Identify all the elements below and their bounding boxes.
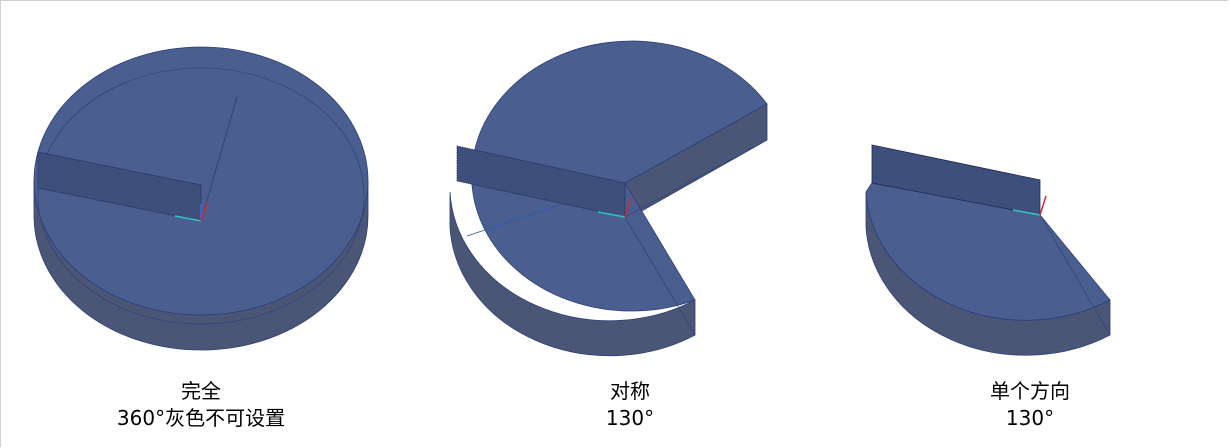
- full-rim-line: [37, 67, 365, 325]
- symmetric-seam-b: [624, 216, 696, 336]
- full-sketch-profile: [37, 151, 202, 222]
- full-revolve-title: 完全: [181, 379, 221, 403]
- single-direction-revolve-solid[interactable]: [865, 144, 1111, 356]
- single-direction-caption: 单个方向 130°: [880, 378, 1180, 432]
- full-revolve-solid[interactable]: [33, 46, 369, 351]
- single-direction-title: 单个方向: [990, 379, 1070, 403]
- full-top-face: [33, 46, 369, 316]
- full-revolve-angle: 360°灰色不可设置: [116, 406, 286, 430]
- symmetric-revolve-angle: 130°: [605, 406, 655, 430]
- single-seam: [1039, 214, 1111, 336]
- axis-x-icon: [1012, 209, 1041, 216]
- full-revolve-caption: 完全 360°灰色不可设置: [51, 378, 351, 432]
- axis-x-icon: [597, 211, 626, 218]
- axis-z-icon: [624, 197, 632, 218]
- full-seam-line: [200, 96, 238, 222]
- symmetric-seam-a: [624, 139, 768, 218]
- single-direction-angle: 130°: [1005, 406, 1055, 430]
- single-top-face: [865, 182, 1111, 321]
- symmetric-revolve-caption: 对称 130°: [480, 378, 780, 432]
- symmetric-revolve-solid[interactable]: [449, 40, 768, 357]
- axis-z-icon: [1039, 195, 1047, 216]
- axis-x-icon: [174, 215, 202, 222]
- symmetric-top-face: [471, 40, 768, 312]
- symmetric-revolve-title: 对称: [610, 379, 650, 403]
- axis-z-icon: [200, 202, 208, 222]
